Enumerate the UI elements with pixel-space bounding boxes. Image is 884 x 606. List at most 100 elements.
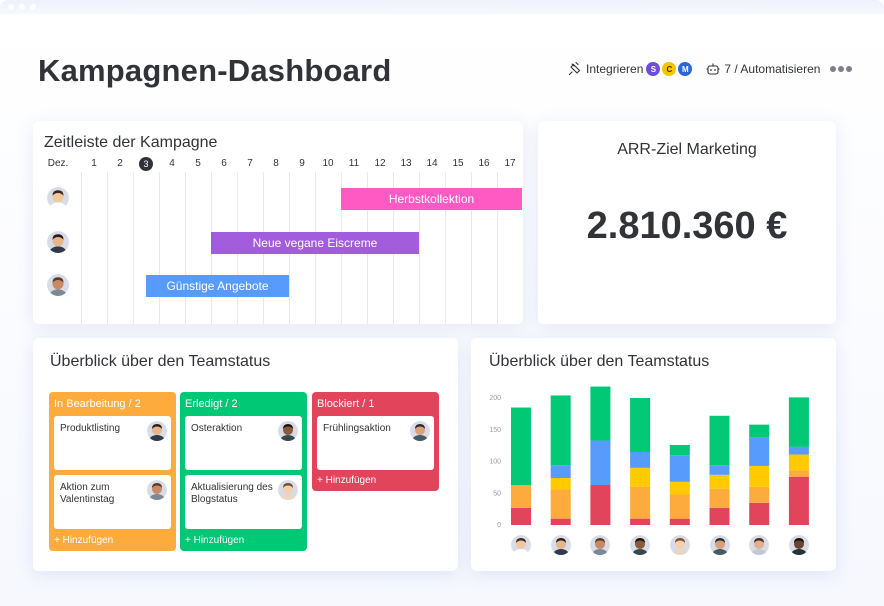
stacked-bar-chart: 0 50 100 150 200 [489,386,809,529]
timeline-gridline [445,172,446,324]
y-tick-label: 100 [489,459,501,466]
bar-segment[interactable] [550,489,571,519]
page-title: Kampagnen-Dashboard [38,53,392,88]
timeline-gridline [419,172,420,324]
bar-segment[interactable] [749,424,770,438]
kanban-title: Überblick über den Teamstatus [50,353,271,370]
bar-segment[interactable] [550,478,571,490]
kanban-item-label: Osteraktion [191,423,243,434]
y-tick-label: 200 [489,395,501,402]
avatar [147,421,167,441]
bar-segment[interactable] [630,518,651,525]
kanban-card-item[interactable]: Osteraktion [185,416,302,470]
timeline-bar[interactable]: Herbstkollektion [341,188,522,210]
bar-segment[interactable] [590,484,611,525]
app-mail-icon[interactable]: M [678,62,693,76]
window-dot-icon[interactable] [8,4,14,10]
integrate-button[interactable]: Integrieren [586,62,644,76]
avatar [47,187,69,209]
timeline-bar[interactable]: Günstige Angebote [146,275,289,297]
bar-segment[interactable] [749,437,770,466]
timeline-day-label: 12 [374,158,386,169]
avatar [147,480,167,500]
add-item-button[interactable]: + Hinzufügen [317,475,377,486]
timeline-day-label: 1 [91,158,97,169]
arr-card [538,121,836,324]
automation-button[interactable]: 7 / Automatisieren [724,62,821,76]
kanban-card-item[interactable]: Produktlisting [54,416,171,470]
kanban-column-title: In Bearbeitung / 2 [54,398,141,410]
avatar [278,480,298,500]
bar-segment[interactable] [669,518,690,525]
bar-segment[interactable] [630,467,651,487]
timeline-bar[interactable]: Neue vegane Eiscreme [211,232,419,254]
timeline-day-label: 8 [273,158,279,169]
y-tick-label: 0 [497,522,501,529]
bar-segment[interactable] [630,398,651,452]
timeline-gridline [185,172,186,324]
bar-segment[interactable] [788,470,809,477]
add-item-button[interactable]: + Hinzufügen [54,535,114,546]
timeline-day-label: 2 [117,158,123,169]
bar-segment[interactable] [709,507,730,525]
bar-segment[interactable] [788,454,809,471]
app-s-icon[interactable]: S [646,62,661,76]
window-titlebar [0,0,884,14]
timeline-gridline [81,172,82,324]
bar-segment[interactable] [669,444,690,456]
window-dot-icon[interactable] [30,4,36,10]
robot-icon[interactable] [706,62,720,76]
bar-segment[interactable] [709,415,730,466]
avatar [749,535,770,555]
bar-segment[interactable] [550,395,571,466]
kanban-card-item[interactable]: Aktion zum Valentinstag [54,475,171,529]
kanban-item-label: Aktualisierung des Blogstatus [191,482,273,505]
plug-icon[interactable] [568,62,582,76]
add-item-button[interactable]: + Hinzufügen [185,535,245,546]
y-tick-label: 50 [493,490,501,497]
kanban-column-title: Erledigt / 2 [185,398,238,410]
chart-card [471,338,836,571]
more-dots-icon[interactable] [830,66,854,72]
bar-segment[interactable] [669,494,690,519]
bar-segment[interactable] [709,474,730,489]
bar-segment[interactable] [749,502,770,525]
bar-segment[interactable] [550,465,571,479]
bar-segment[interactable] [511,407,531,485]
kanban-card-item[interactable]: Frühlingsaktion [317,416,434,470]
bar-segment[interactable] [788,446,809,455]
bar-segment[interactable] [709,465,730,475]
avatar [47,274,69,296]
timeline-month-label: Dez. [47,158,69,169]
avatar [47,231,69,253]
kanban-item-label: Frühlingsaktion [323,423,391,434]
timeline-today-marker[interactable]: 3 [139,157,153,171]
bar-segment[interactable] [590,440,611,485]
kanban-card-item[interactable]: Aktualisierung des Blogstatus [185,475,302,529]
kanban-column-title: Blockiert / 1 [317,398,375,410]
bar-segment[interactable] [511,507,531,525]
bar-segment[interactable] [630,486,651,519]
arr-title: ARR-Ziel Marketing [617,141,757,158]
timeline-gridline [471,172,472,324]
bar-segment[interactable] [669,481,690,495]
bar-segment[interactable] [709,488,730,508]
app-c-icon[interactable]: C [662,62,677,76]
timeline-day-label: 9 [299,158,305,169]
kanban-column: Blockiert / 1 Frühlingsaktion + Hinzufügen [312,392,439,491]
timeline-gridline [497,172,498,324]
bar-segment[interactable] [511,484,531,508]
timeline-bar-label: Günstige Angebote [166,279,269,293]
timeline-day-label: 13 [400,158,412,169]
bar-segment[interactable] [749,486,770,503]
bar-segment[interactable] [590,386,611,441]
bar-segment[interactable] [788,476,809,525]
timeline-day-label: 15 [452,158,464,169]
bar-segment[interactable] [669,455,690,482]
bar-segment[interactable] [788,397,809,447]
bar-segment[interactable] [550,518,571,525]
timeline-bar-label: Neue vegane Eiscreme [252,236,378,250]
bar-segment[interactable] [749,465,770,487]
window-dot-icon[interactable] [19,4,25,10]
bar-segment[interactable] [630,451,651,468]
